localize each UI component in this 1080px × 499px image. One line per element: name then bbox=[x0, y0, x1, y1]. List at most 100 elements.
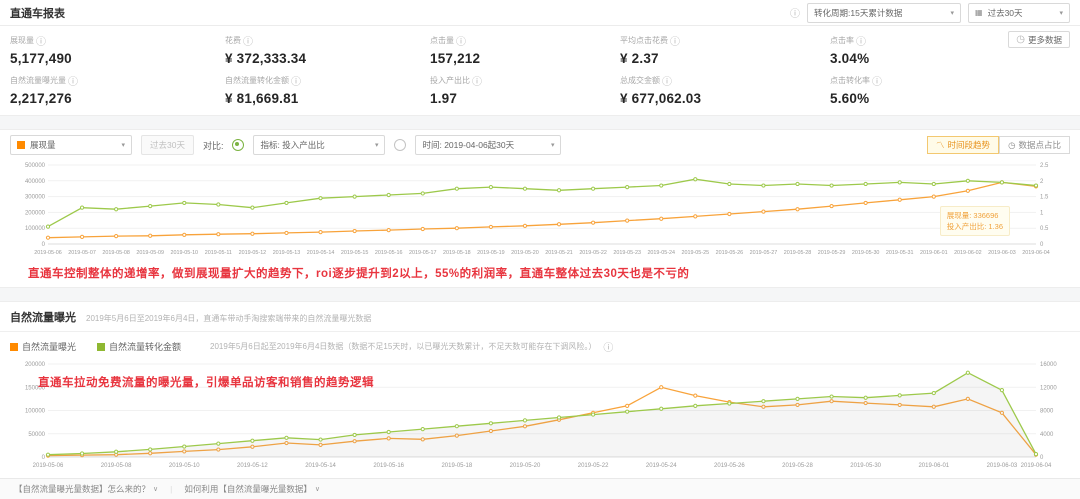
svg-text:2019-05-22: 2019-05-22 bbox=[579, 250, 607, 256]
svg-text:0: 0 bbox=[42, 455, 46, 461]
clock-icon: ◷ bbox=[1016, 34, 1025, 45]
page-header: 直通车报表 ⓘ 转化周期:15天累计数据 ▾ ▦ 过去30天 ▾ bbox=[0, 0, 1080, 26]
metric-label: 点击转化率 bbox=[830, 76, 870, 85]
svg-text:2019-05-28: 2019-05-28 bbox=[784, 250, 812, 256]
svg-text:2019-05-08: 2019-05-08 bbox=[101, 463, 132, 469]
footer-link-how-generated[interactable]: 【自然流量曝光量数据】怎么来的？ ∨ bbox=[14, 483, 158, 495]
svg-text:2019-05-18: 2019-05-18 bbox=[443, 250, 471, 256]
trend-mode-button[interactable]: 〽时间段趋势 bbox=[927, 136, 1000, 154]
compare-time-radio[interactable] bbox=[394, 139, 407, 151]
conversion-period-select[interactable]: 转化周期:15天累计数据 ▾ bbox=[807, 2, 961, 23]
metric-cell: 自然流量转化金额 ⓘ ¥ 81,669.81 bbox=[225, 73, 430, 106]
period-button[interactable]: 过去30天 bbox=[141, 135, 194, 155]
svg-text:2019-06-04: 2019-06-04 bbox=[1021, 463, 1052, 469]
svg-text:2019-05-31: 2019-05-31 bbox=[886, 250, 914, 256]
svg-text:2019-05-22: 2019-05-22 bbox=[578, 463, 609, 469]
metric-label: 自然流量曝光量 bbox=[10, 76, 66, 85]
top-chart-container: 500000 400000 300000 200000 100000 0 2.5 2 1.5 1 0… bbox=[0, 159, 1080, 262]
svg-text:2019-05-07: 2019-05-07 bbox=[68, 250, 96, 256]
metric-label: 平均点击花费 bbox=[620, 36, 668, 45]
organic-subtitle: 2019年5月6日至2019年6月4日，直通车带动手淘搜索端带来的自然流量曝光数… bbox=[86, 314, 372, 323]
svg-text:2019-06-03: 2019-06-03 bbox=[987, 463, 1018, 469]
info-icon: ⓘ bbox=[472, 77, 482, 88]
ratio-mode-button[interactable]: ◷ 数据点占比 bbox=[999, 136, 1070, 154]
metric-label: 自然流量转化金额 bbox=[225, 76, 289, 85]
svg-text:2019-05-10: 2019-05-10 bbox=[170, 250, 198, 256]
svg-text:2019-05-11: 2019-05-11 bbox=[205, 250, 232, 256]
calendar-icon: ▦ bbox=[975, 8, 983, 17]
metric-cell: 平均点击花费 ⓘ ¥ 2.37 bbox=[620, 33, 830, 66]
svg-text:2019-05-08: 2019-05-08 bbox=[102, 250, 130, 256]
clock-icon: ◷ bbox=[1008, 139, 1016, 150]
svg-text:2019-05-15: 2019-05-15 bbox=[341, 250, 369, 256]
svg-text:4000: 4000 bbox=[1040, 432, 1054, 438]
svg-text:150000: 150000 bbox=[25, 385, 46, 391]
footer-link2-label: 如何利用【自然流量曝光量数据】 bbox=[184, 484, 312, 494]
legend-item-conversion: 自然流量转化金额 bbox=[97, 340, 181, 353]
svg-text:2019-05-20: 2019-05-20 bbox=[511, 250, 539, 256]
svg-text:12000: 12000 bbox=[1040, 385, 1057, 391]
svg-text:2019-05-30: 2019-05-30 bbox=[852, 250, 880, 256]
svg-text:2019-05-29: 2019-05-29 bbox=[818, 250, 846, 256]
indicator-select[interactable]: 指标: 投入产出比 ▾ bbox=[253, 135, 386, 155]
svg-text:2019-05-10: 2019-05-10 bbox=[169, 463, 200, 469]
metric-value: ¥ 2.37 bbox=[620, 51, 659, 66]
ztc-trend-chart[interactable]: 500000 400000 300000 200000 100000 0 2.5 2 1.5 1 0… bbox=[10, 159, 1070, 257]
metric-value: 5.60% bbox=[830, 91, 870, 106]
svg-text:2019-05-12: 2019-05-12 bbox=[239, 250, 267, 256]
tooltip-impressions: 展现量: 336696 bbox=[946, 210, 999, 220]
svg-text:2019-06-02: 2019-06-02 bbox=[954, 250, 982, 256]
metric-value: 3.04% bbox=[830, 51, 870, 66]
chart-metric-select[interactable]: 展现量 ▾ bbox=[10, 135, 132, 155]
date-range-select[interactable]: ▦ 过去30天 ▾ bbox=[968, 2, 1070, 23]
legend-note: 2019年5月6日起至2019年6月4日数据（数据不足15天时，以已曝光天数累计… bbox=[210, 342, 597, 351]
svg-text:16000: 16000 bbox=[1040, 362, 1057, 368]
svg-text:2019-06-01: 2019-06-01 bbox=[918, 463, 949, 469]
metric-cell: 花费 ⓘ ¥ 372,333.34 bbox=[225, 33, 430, 66]
green-legend-swatch bbox=[97, 342, 106, 351]
svg-text:2019-05-25: 2019-05-25 bbox=[682, 250, 710, 256]
date-range-value: 过去30天 bbox=[987, 7, 1023, 18]
metrics-grid: 展现量 ⓘ 5,177,490 花费 ⓘ ¥ 372,333.34 点击量 ⓘ 157,21… bbox=[0, 26, 1080, 115]
bottom-chart-container: 直通车拉动免费流量的曝光量，引爆单品访客和销售的趋势逻辑 200000 15000… bbox=[0, 358, 1080, 475]
organic-title: 自然流量曝光 bbox=[10, 312, 76, 324]
svg-text:2019-05-26: 2019-05-26 bbox=[714, 463, 745, 469]
chevron-down-icon: ▾ bbox=[550, 142, 555, 149]
compare-label: 对比: bbox=[202, 140, 224, 151]
svg-text:2019-06-01: 2019-06-01 bbox=[920, 250, 948, 256]
footer-separator: | bbox=[170, 484, 173, 494]
chevron-down-icon: ∨ bbox=[153, 486, 159, 493]
metric-cell: 投入产出比 ⓘ 1.97 bbox=[430, 73, 620, 106]
metric-cell: 点击量 ⓘ 157,212 bbox=[430, 33, 620, 66]
svg-text:400000: 400000 bbox=[25, 179, 46, 185]
svg-text:2019-05-23: 2019-05-23 bbox=[613, 250, 641, 256]
chevron-down-icon: ▾ bbox=[374, 142, 379, 149]
svg-text:2019-05-19: 2019-05-19 bbox=[477, 250, 505, 256]
ratio-mode-label: 数据点占比 bbox=[1018, 140, 1061, 150]
organic-trend-chart[interactable]: 200000 150000 100000 50000 0 16000 12000 8000 40… bbox=[10, 358, 1070, 470]
info-icon: ⓘ bbox=[790, 9, 800, 20]
svg-text:2019-05-20: 2019-05-20 bbox=[510, 463, 541, 469]
svg-text:1: 1 bbox=[1040, 210, 1044, 216]
more-data-button[interactable]: ◷ 更多数据 bbox=[1008, 31, 1070, 48]
svg-text:1.5: 1.5 bbox=[1040, 195, 1049, 201]
metric-value: ¥ 677,062.03 bbox=[620, 91, 702, 106]
header-controls: ⓘ 转化周期:15天累计数据 ▾ ▦ 过去30天 ▾ bbox=[790, 2, 1070, 23]
svg-text:200000: 200000 bbox=[25, 362, 46, 368]
compare-time-select[interactable]: 时间: 2019-04-06起30天 ▾ bbox=[415, 135, 562, 155]
metric-value: 2,217,276 bbox=[10, 91, 72, 106]
info-icon: ⓘ bbox=[243, 37, 253, 48]
svg-text:2019-06-04: 2019-06-04 bbox=[1022, 250, 1050, 256]
compare-indicator-radio[interactable] bbox=[232, 139, 245, 151]
more-data-label: 更多数据 bbox=[1027, 34, 1062, 45]
metric-value: 1.97 bbox=[430, 91, 458, 106]
top-annotation-text: 直通车控制整体的递增率，做到展现量扩大的趋势下，roi逐步提升到2以上，55%的… bbox=[28, 268, 690, 280]
section-divider bbox=[0, 115, 1080, 130]
footer-bar: 【自然流量曝光量数据】怎么来的？ ∨ | 如何利用【自然流量曝光量数据】 ∨ bbox=[0, 478, 1080, 499]
metric-label: 花费 bbox=[225, 36, 241, 45]
footer-link-how-to-use[interactable]: 如何利用【自然流量曝光量数据】 ∨ bbox=[184, 483, 320, 495]
organic-section-header: 自然流量曝光 2019年5月6日至2019年6月4日，直通车带动手淘搜索端带来的… bbox=[0, 302, 1080, 332]
info-icon: ⓘ bbox=[291, 77, 301, 88]
bottom-annotation-text: 直通车拉动免费流量的曝光量，引爆单品访客和销售的趋势逻辑 bbox=[38, 377, 374, 389]
